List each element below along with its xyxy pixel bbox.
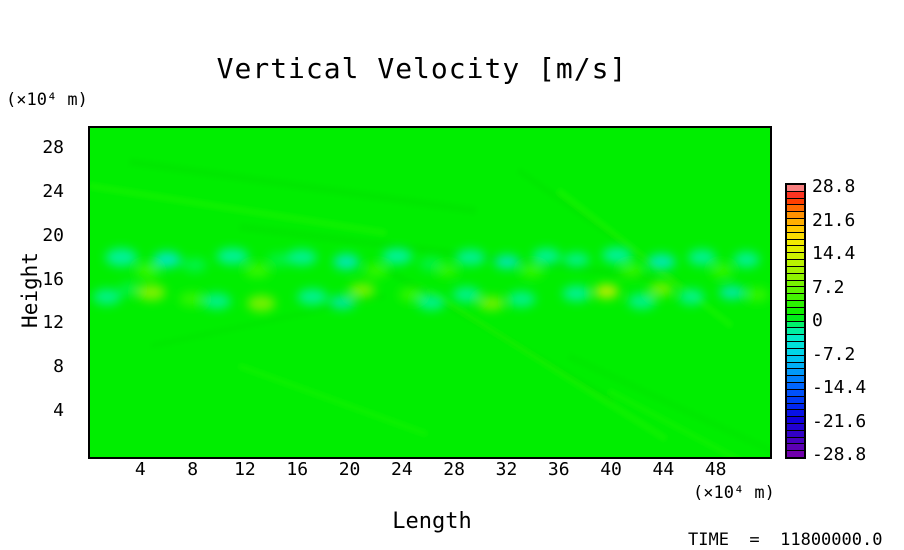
colorbar-segment: [787, 362, 804, 369]
colorbar-segment: [787, 266, 804, 273]
colorbar-segment: [787, 355, 804, 362]
colorbar-segment: [787, 314, 804, 321]
colorbar-segment: [787, 301, 804, 307]
x-axis-unit-label: (×10⁴ m): [693, 483, 775, 503]
colorbar-segment: [787, 410, 804, 417]
colorbar-segment: [787, 321, 804, 328]
y-axis-unit-label: (×10⁴ m): [6, 90, 88, 110]
colorbar-tick-label: -28.8: [812, 444, 867, 465]
turbulence-band: [93, 247, 769, 312]
x-tick-label: 16: [286, 459, 309, 480]
x-tick-label: 32: [495, 459, 518, 480]
y-tick-label: 4: [53, 400, 64, 422]
colorbar-segment: [787, 225, 804, 232]
colorbar-segment: [787, 423, 804, 430]
colorbar-segment: [787, 219, 804, 225]
x-tick-label: 48: [704, 459, 727, 480]
colorbar-segment: [787, 273, 804, 280]
y-tick-label: 20: [42, 224, 64, 246]
colorbar-tick-label: -7.2: [812, 343, 856, 365]
y-tick-label: 28: [42, 136, 64, 158]
x-tick-label: 44: [652, 459, 675, 480]
colorbar-segment: [787, 328, 804, 335]
x-tick-label: 36: [547, 459, 570, 480]
colorbar-segment: [787, 437, 804, 444]
gravity-wave-streaks: [90, 158, 770, 457]
colorbar-segment: [787, 348, 804, 355]
contour-plot-area: [88, 126, 772, 459]
colorbar-segment: [787, 376, 804, 383]
x-tick-label: 40: [600, 459, 622, 480]
colorbar-segment: [787, 287, 804, 294]
x-tick-label: 20: [338, 459, 361, 480]
colorbar-segment: [787, 403, 804, 410]
colorbar-tick-label: 28.8: [812, 176, 856, 197]
x-tick-label: 8: [187, 459, 199, 480]
colorbar-segment: [787, 232, 804, 239]
colorbar-segment: [787, 342, 804, 348]
x-tick-label: 24: [391, 459, 413, 480]
colorbar-segment: [787, 239, 804, 246]
colorbar-segment: [787, 212, 804, 219]
colorbar-segment: [787, 280, 804, 287]
colorbar-segment: [787, 417, 804, 423]
colorbar-segment: [787, 335, 804, 342]
colorbar-segment: [787, 198, 804, 205]
y-tick-label: 8: [53, 356, 64, 378]
time-readout: TIME = 11800000.0: [688, 530, 883, 550]
y-tick-label: 16: [42, 268, 64, 290]
y-tick-label: 12: [42, 312, 64, 334]
colorbar-segment: [787, 185, 804, 191]
colorbar-tick-label: 7.2: [812, 276, 845, 298]
colorbar-segment: [787, 389, 804, 396]
y-tick-label: 24: [42, 180, 64, 202]
colorbar-segment: [787, 253, 804, 260]
colorbar-segment: [787, 396, 804, 403]
colorbar-tick-label: -14.4: [812, 377, 867, 398]
colorbar-tick-label: 21.6: [812, 209, 856, 231]
x-tick-label: 28: [443, 459, 465, 480]
x-tick-label: 4: [134, 459, 146, 480]
colorbar-segment: [787, 451, 804, 458]
colorbar-segment: [787, 205, 804, 212]
colorbar-tick-label: -21.6: [812, 410, 867, 432]
colorbar-tick-label: 14.4: [812, 243, 856, 264]
colorbar-segment: [787, 307, 804, 314]
colorbar-segment: [787, 246, 804, 253]
colorbar-segment: [787, 430, 804, 437]
vertical-velocity-field: [90, 128, 770, 457]
colorbar-tick-label: 0: [812, 310, 823, 331]
colorbar-segment: [787, 383, 804, 389]
colorbar-segment: [787, 191, 804, 198]
chart-title: Vertical Velocity [m/s]: [216, 52, 628, 85]
colorbar-segment: [787, 444, 804, 451]
colorbar-segment: [787, 369, 804, 376]
x-tick-label: 12: [234, 459, 256, 480]
colorbar-segment: [787, 260, 804, 266]
colorbar-segment: [787, 294, 804, 301]
colorbar: [785, 183, 806, 459]
x-axis-label: Length: [392, 509, 472, 534]
